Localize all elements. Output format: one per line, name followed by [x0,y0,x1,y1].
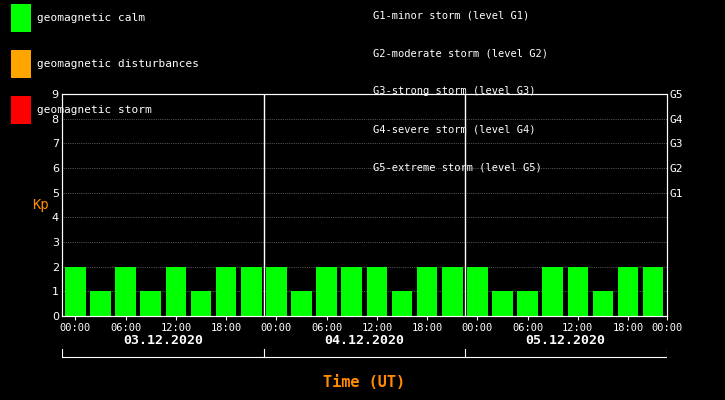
Bar [191,291,211,316]
Text: 03.12.2020: 03.12.2020 [123,334,203,347]
Bar [467,267,488,316]
Bar [115,267,136,316]
Bar [90,291,111,316]
Bar [442,267,463,316]
Bar [316,267,337,316]
Text: Time (UT): Time (UT) [323,375,405,390]
Text: G4-severe storm (level G4): G4-severe storm (level G4) [373,124,536,134]
Bar [417,267,437,316]
Text: geomagnetic storm: geomagnetic storm [37,105,152,115]
Y-axis label: Kp: Kp [32,198,49,212]
Bar [141,291,161,316]
Bar [568,267,588,316]
Bar [266,267,286,316]
Text: 04.12.2020: 04.12.2020 [324,334,405,347]
Bar [241,267,262,316]
Bar [341,267,362,316]
Bar [542,267,563,316]
Text: 05.12.2020: 05.12.2020 [526,334,605,347]
Text: G1-minor storm (level G1): G1-minor storm (level G1) [373,10,530,20]
Bar [492,291,513,316]
Text: G5-extreme storm (level G5): G5-extreme storm (level G5) [373,162,542,172]
Bar [643,267,663,316]
Bar [592,291,613,316]
Bar [392,291,413,316]
Text: geomagnetic calm: geomagnetic calm [37,13,145,23]
Bar [618,267,639,316]
Text: G3-strong storm (level G3): G3-strong storm (level G3) [373,86,536,96]
Text: G2-moderate storm (level G2): G2-moderate storm (level G2) [373,48,548,58]
Bar [518,291,538,316]
Bar [367,267,387,316]
Bar [65,267,86,316]
Bar [165,267,186,316]
Bar [291,291,312,316]
Bar [216,267,236,316]
Text: geomagnetic disturbances: geomagnetic disturbances [37,59,199,69]
